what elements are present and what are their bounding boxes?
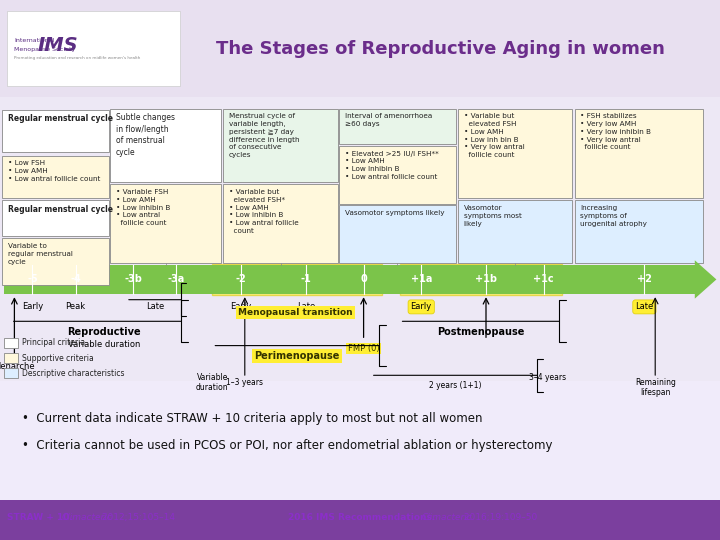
Text: -3a: -3a bbox=[168, 274, 185, 285]
FancyBboxPatch shape bbox=[458, 109, 572, 198]
FancyBboxPatch shape bbox=[575, 200, 703, 263]
Text: • Variable but
  elevated FSH*
• Low AMH
• Low inhibin B
• Low antral follicle
 : • Variable but elevated FSH* • Low AMH •… bbox=[229, 189, 299, 234]
Text: Climacteric: Climacteric bbox=[61, 513, 112, 522]
Text: STRAW + 10.: STRAW + 10. bbox=[7, 513, 76, 522]
Text: Early: Early bbox=[230, 302, 252, 312]
Text: Variable to
regular menstrual
cycle: Variable to regular menstrual cycle bbox=[8, 243, 73, 265]
Text: FMP (0): FMP (0) bbox=[348, 344, 379, 353]
Text: 2016 IMS Recommendations.: 2016 IMS Recommendations. bbox=[288, 513, 438, 522]
Text: Menopause Society: Menopause Society bbox=[14, 47, 76, 52]
Text: • Variable but
  elevated FSH
• Low AMH
• Low inh bin B
• Very low antral
  foll: • Variable but elevated FSH • Low AMH • … bbox=[464, 113, 524, 158]
Text: 0: 0 bbox=[360, 274, 367, 285]
Text: Perimenopause: Perimenopause bbox=[254, 351, 340, 361]
Text: Late: Late bbox=[297, 302, 315, 312]
Text: Variable duration: Variable duration bbox=[68, 340, 140, 349]
FancyBboxPatch shape bbox=[110, 109, 221, 182]
Text: +2: +2 bbox=[637, 274, 652, 285]
FancyBboxPatch shape bbox=[458, 200, 572, 263]
Text: 3–4 years: 3–4 years bbox=[528, 373, 566, 382]
Text: Supportive criteria: Supportive criteria bbox=[22, 354, 94, 362]
Text: +1b: +1b bbox=[475, 274, 497, 285]
Text: Reproductive: Reproductive bbox=[68, 327, 141, 337]
Polygon shape bbox=[695, 260, 716, 299]
Text: Climacteric: Climacteric bbox=[421, 513, 472, 522]
Text: Late: Late bbox=[145, 302, 164, 312]
Text: Promoting education and research on midlife women's health: Promoting education and research on midl… bbox=[14, 56, 141, 60]
Text: -1: -1 bbox=[301, 274, 311, 285]
Text: 1–3 years: 1–3 years bbox=[226, 378, 264, 387]
Text: •  Current data indicate STRAW + 10 criteria apply to most but not all women: • Current data indicate STRAW + 10 crite… bbox=[22, 412, 482, 425]
Text: The Stages of Reproductive Aging in women: The Stages of Reproductive Aging in wome… bbox=[216, 39, 665, 58]
FancyBboxPatch shape bbox=[2, 200, 109, 236]
Text: • FSH stabilizes
• Very low AMH
• Very low inhibin B
• Very low antral
  follicl: • FSH stabilizes • Very low AMH • Very l… bbox=[580, 113, 652, 151]
FancyBboxPatch shape bbox=[339, 205, 456, 263]
Text: Menarche: Menarche bbox=[0, 362, 35, 371]
FancyBboxPatch shape bbox=[339, 146, 456, 204]
FancyBboxPatch shape bbox=[4, 265, 695, 294]
Text: Increasing
symptoms of
urogenital atrophy: Increasing symptoms of urogenital atroph… bbox=[580, 205, 647, 227]
Text: Early: Early bbox=[410, 302, 432, 312]
Text: Menopausal transition: Menopausal transition bbox=[238, 308, 353, 317]
Text: Postmenopause: Postmenopause bbox=[437, 327, 524, 337]
Text: -5: -5 bbox=[27, 274, 37, 285]
Text: Regular menstrual cycle: Regular menstrual cycle bbox=[8, 114, 113, 124]
Text: • Elevated >25 IU/l FSH**
• Low AMH
• Low Inhibin B
• Low antral follicle count: • Elevated >25 IU/l FSH** • Low AMH • Lo… bbox=[345, 151, 438, 180]
FancyBboxPatch shape bbox=[339, 109, 456, 144]
Text: Peak: Peak bbox=[66, 302, 86, 312]
FancyBboxPatch shape bbox=[575, 109, 703, 198]
Text: -3b: -3b bbox=[125, 274, 142, 285]
Text: Subtle changes
in flow/length
of menstrual
cycle: Subtle changes in flow/length of menstru… bbox=[116, 113, 175, 157]
FancyBboxPatch shape bbox=[0, 381, 720, 500]
Text: Interval of amenorrhoea
≥60 days: Interval of amenorrhoea ≥60 days bbox=[345, 113, 432, 127]
FancyBboxPatch shape bbox=[110, 184, 221, 263]
Text: Early: Early bbox=[22, 302, 43, 312]
Text: Remaining
lifespan: Remaining lifespan bbox=[635, 378, 675, 397]
FancyBboxPatch shape bbox=[0, 0, 720, 97]
FancyBboxPatch shape bbox=[0, 500, 720, 540]
FancyBboxPatch shape bbox=[2, 156, 109, 198]
Text: 2016;19:109–50: 2016;19:109–50 bbox=[461, 513, 537, 522]
Text: Late: Late bbox=[635, 302, 654, 312]
Text: Principal criteria: Principal criteria bbox=[22, 339, 85, 347]
FancyBboxPatch shape bbox=[4, 338, 18, 348]
FancyBboxPatch shape bbox=[223, 184, 338, 263]
Text: Variable
duration: Variable duration bbox=[196, 373, 229, 392]
FancyBboxPatch shape bbox=[223, 109, 338, 182]
Text: -2: -2 bbox=[236, 274, 246, 285]
Text: • Variable FSH
• Low AMH
• Low inhibin B
• Low antral
  follicle count: • Variable FSH • Low AMH • Low inhibin B… bbox=[116, 189, 171, 226]
Text: 2012;15:105–14: 2012;15:105–14 bbox=[99, 513, 175, 522]
FancyBboxPatch shape bbox=[4, 353, 18, 363]
FancyBboxPatch shape bbox=[400, 264, 562, 295]
Text: International: International bbox=[14, 38, 55, 43]
Text: Menstrual cycle of
variable length,
persistent ≧7 day
difference in length
of co: Menstrual cycle of variable length, pers… bbox=[229, 113, 300, 158]
FancyBboxPatch shape bbox=[2, 110, 109, 152]
Text: Descriptive characteristics: Descriptive characteristics bbox=[22, 369, 124, 377]
Text: +1a: +1a bbox=[410, 274, 432, 285]
Text: +1c: +1c bbox=[534, 274, 554, 285]
FancyBboxPatch shape bbox=[2, 238, 109, 285]
Text: 2 years (1+1): 2 years (1+1) bbox=[429, 381, 482, 390]
Text: Vasomotor symptoms likely: Vasomotor symptoms likely bbox=[345, 210, 444, 215]
Text: Stage: Stage bbox=[313, 308, 342, 318]
Text: • Low FSH
• Low AMH
• Low antral follicle count: • Low FSH • Low AMH • Low antral follicl… bbox=[8, 160, 100, 182]
Text: IMS: IMS bbox=[37, 36, 78, 56]
FancyBboxPatch shape bbox=[7, 11, 180, 86]
Text: Regular menstrual cycle: Regular menstrual cycle bbox=[8, 205, 113, 214]
Text: •  Criteria cannot be used in PCOS or POI, nor after endometrial ablation or hys: • Criteria cannot be used in PCOS or POI… bbox=[22, 439, 552, 452]
Text: Vasomotor
symptoms most
likely: Vasomotor symptoms most likely bbox=[464, 205, 521, 227]
Text: -4: -4 bbox=[71, 274, 81, 285]
FancyBboxPatch shape bbox=[212, 264, 382, 295]
FancyBboxPatch shape bbox=[4, 368, 18, 378]
